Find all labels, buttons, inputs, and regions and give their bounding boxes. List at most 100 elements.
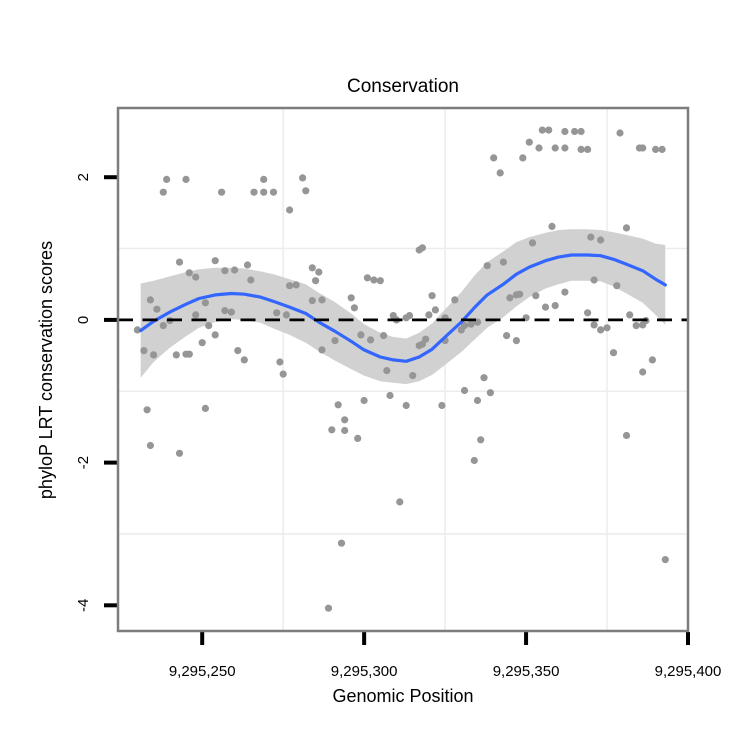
data-point <box>425 311 433 319</box>
data-point <box>405 312 414 320</box>
y-tick-label: 0 <box>75 316 92 324</box>
data-point <box>324 604 333 612</box>
data-point <box>383 367 391 375</box>
data-point <box>231 266 239 274</box>
data-point <box>483 262 491 270</box>
data-point <box>192 273 200 281</box>
data-point <box>577 127 585 136</box>
data-point <box>201 404 209 412</box>
data-point <box>146 296 154 304</box>
panel-border <box>116 106 690 633</box>
data-point <box>350 304 358 312</box>
data-point <box>211 331 219 339</box>
data-point <box>473 396 482 405</box>
data-point <box>499 258 507 266</box>
data-point <box>182 175 190 183</box>
data-point <box>535 144 543 152</box>
data-point <box>639 144 647 152</box>
smooth-line <box>139 253 667 363</box>
data-point <box>561 144 569 152</box>
data-point <box>512 337 521 345</box>
data-point <box>541 303 550 311</box>
data-point <box>247 276 255 284</box>
data-point <box>337 539 346 547</box>
data-point <box>308 264 316 272</box>
data-point <box>525 138 533 146</box>
data-point <box>451 296 459 304</box>
data-point <box>418 244 426 252</box>
data-point <box>490 154 498 162</box>
data-point <box>150 351 158 359</box>
data-point <box>658 145 666 153</box>
data-point <box>308 297 316 305</box>
data-point <box>175 258 184 266</box>
data-point <box>159 188 167 196</box>
data-point <box>551 302 559 310</box>
data-point <box>260 188 268 196</box>
data-point <box>616 129 624 137</box>
data-point <box>590 276 598 284</box>
data-point <box>538 126 546 134</box>
y-tick-label: -2 <box>75 456 92 469</box>
data-point <box>175 449 184 457</box>
data-point <box>386 391 394 400</box>
data-point <box>192 311 200 319</box>
data-point <box>532 292 540 300</box>
data-point <box>551 144 559 152</box>
data-point <box>163 175 171 183</box>
data-point <box>260 175 268 183</box>
data-point <box>234 347 242 355</box>
data-point <box>286 206 294 214</box>
data-point <box>584 145 592 153</box>
data-point <box>201 299 209 307</box>
data-point <box>357 331 365 339</box>
data-point <box>302 187 310 195</box>
data-point <box>282 311 290 319</box>
data-point <box>198 339 206 347</box>
data-point <box>460 386 469 395</box>
axes-layer: 9,295,250 9,295,300 9,295,350 9,295,400 2 0 -2… <box>75 106 722 680</box>
x-tick-label: 9,295,300 <box>331 663 398 680</box>
data-point <box>153 305 161 313</box>
data-point <box>609 349 618 357</box>
data-point <box>431 306 439 314</box>
data-point <box>211 257 219 265</box>
data-point <box>470 456 478 465</box>
data-point <box>273 309 281 317</box>
data-point <box>286 282 294 290</box>
y-tick-label: 2 <box>75 173 92 181</box>
data-point <box>341 426 349 435</box>
data-point <box>221 307 229 315</box>
data-point <box>480 374 488 382</box>
y-axis-title: phyloP LRT conservation scores <box>36 241 56 499</box>
x-axis-title: Genomic Position <box>332 686 473 706</box>
gridlines-layer <box>118 108 688 631</box>
data-point <box>496 169 504 177</box>
data-point <box>370 276 378 284</box>
data-point <box>597 326 605 334</box>
data-point <box>603 324 611 332</box>
data-point <box>577 145 585 153</box>
data-point <box>422 335 430 343</box>
data-point <box>477 436 485 444</box>
data-point <box>613 282 621 290</box>
data-point <box>347 294 355 302</box>
data-point <box>409 372 417 380</box>
data-point <box>299 174 307 182</box>
data-point <box>159 322 167 330</box>
data-point <box>143 406 151 414</box>
data-point <box>396 498 404 506</box>
x-tick-label: 9,295,400 <box>655 663 722 680</box>
data-point <box>360 396 368 405</box>
data-point <box>312 277 320 285</box>
data-point <box>292 281 300 289</box>
data-point <box>185 269 193 277</box>
data-point <box>334 401 342 409</box>
data-point <box>516 290 524 298</box>
data-point <box>506 294 514 302</box>
data-point <box>227 308 235 316</box>
data-point <box>545 126 553 134</box>
data-point <box>328 426 336 434</box>
data-point <box>622 224 631 232</box>
